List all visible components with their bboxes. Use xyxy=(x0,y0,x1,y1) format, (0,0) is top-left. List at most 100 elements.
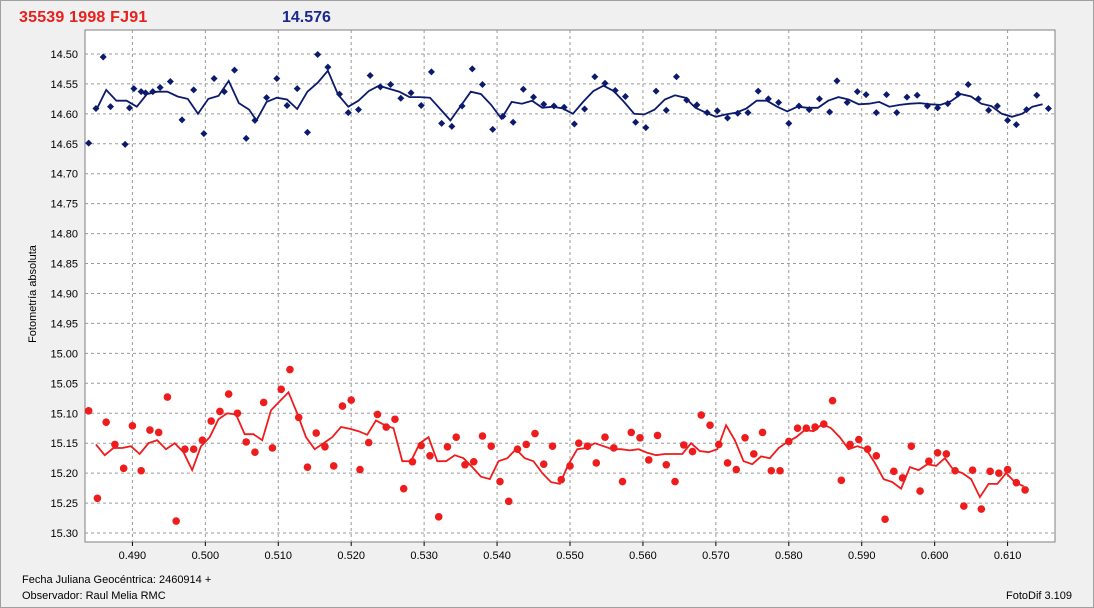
data-point xyxy=(846,440,854,449)
data-point xyxy=(111,440,119,449)
data-point xyxy=(785,119,793,127)
data-point xyxy=(775,98,783,106)
data-point xyxy=(200,130,208,138)
data-point xyxy=(862,91,870,99)
data-point xyxy=(693,101,701,109)
data-point xyxy=(776,466,784,475)
data-point xyxy=(968,466,977,474)
data-point xyxy=(233,409,242,418)
grid-lines xyxy=(85,30,1055,542)
y-tick-label: 14.90 xyxy=(50,288,78,300)
x-tick-label: 0.600 xyxy=(921,550,949,562)
data-point xyxy=(321,442,329,451)
data-point xyxy=(644,456,653,464)
data-point xyxy=(142,89,150,97)
data-point xyxy=(146,426,154,434)
data-point xyxy=(601,433,609,442)
y-tick-label: 14.75 xyxy=(50,199,78,211)
data-point xyxy=(942,450,951,458)
data-point xyxy=(452,433,461,442)
data-point xyxy=(207,417,215,425)
data-point xyxy=(251,116,259,124)
data-point xyxy=(324,63,332,71)
data-point xyxy=(732,465,741,474)
x-tick-label: 0.510 xyxy=(265,550,293,562)
data-point xyxy=(609,444,618,452)
data-point xyxy=(189,445,198,453)
data-point xyxy=(190,86,198,94)
data-point xyxy=(391,415,399,424)
series-2-trend-line xyxy=(95,390,1024,499)
data-point xyxy=(344,109,352,117)
data-point xyxy=(802,424,811,433)
software-label: FotoDif 3.109 xyxy=(1006,590,1073,602)
data-point xyxy=(242,134,250,142)
data-point xyxy=(627,428,636,437)
data-point xyxy=(960,502,968,510)
data-point xyxy=(478,432,487,440)
data-point xyxy=(881,515,889,524)
data-point xyxy=(448,122,456,130)
data-point xyxy=(744,109,752,117)
data-point xyxy=(294,413,303,422)
y-tick-label: 15.10 xyxy=(50,408,78,420)
data-point xyxy=(263,94,271,102)
data-point xyxy=(723,459,732,467)
data-point xyxy=(734,109,742,117)
x-tick-label: 0.590 xyxy=(848,550,876,562)
y-tick-label: 14.80 xyxy=(50,229,78,241)
data-point xyxy=(373,410,382,419)
data-point xyxy=(592,459,601,467)
data-point xyxy=(671,477,679,486)
data-point xyxy=(601,79,609,87)
data-point xyxy=(85,139,93,147)
data-point xyxy=(286,365,294,374)
data-point xyxy=(548,442,557,450)
data-point xyxy=(621,92,629,100)
data-point xyxy=(890,467,898,476)
data-point xyxy=(128,422,137,430)
data-point xyxy=(767,466,776,475)
data-point xyxy=(713,107,721,115)
data-point xyxy=(672,73,680,81)
data-point xyxy=(815,95,823,103)
data-point xyxy=(458,102,466,110)
data-point xyxy=(478,80,486,88)
data-point xyxy=(898,474,907,482)
data-point xyxy=(805,106,813,114)
y-tick-label: 15.30 xyxy=(50,528,78,540)
data-point xyxy=(811,423,819,431)
data-point xyxy=(574,439,583,447)
x-tick-label: 0.520 xyxy=(337,550,365,562)
data-point xyxy=(181,445,189,453)
data-point xyxy=(347,396,356,404)
data-point xyxy=(907,442,916,450)
data-point xyxy=(925,457,933,465)
data-point xyxy=(741,434,749,442)
data-point xyxy=(853,88,861,96)
data-point xyxy=(231,66,239,74)
data-point xyxy=(137,466,145,475)
data-point xyxy=(1023,106,1031,114)
data-point xyxy=(277,385,285,394)
data-point xyxy=(903,93,911,101)
data-point xyxy=(84,407,93,415)
data-point xyxy=(119,464,128,473)
data-point xyxy=(1012,478,1021,487)
data-point xyxy=(1033,91,1041,99)
data-point xyxy=(636,434,644,442)
data-point xyxy=(376,83,384,91)
data-point xyxy=(872,451,881,460)
data-point xyxy=(977,505,986,513)
y-tick-label: 15.00 xyxy=(50,348,78,360)
data-point xyxy=(820,420,828,428)
data-point xyxy=(156,83,164,91)
x-tick-label: 0.560 xyxy=(629,550,657,562)
data-point xyxy=(443,442,452,451)
data-point xyxy=(683,96,691,104)
data-point xyxy=(461,460,469,469)
data-point xyxy=(828,396,837,405)
data-point xyxy=(102,418,110,427)
data-point xyxy=(688,447,697,456)
data-point xyxy=(468,65,476,73)
